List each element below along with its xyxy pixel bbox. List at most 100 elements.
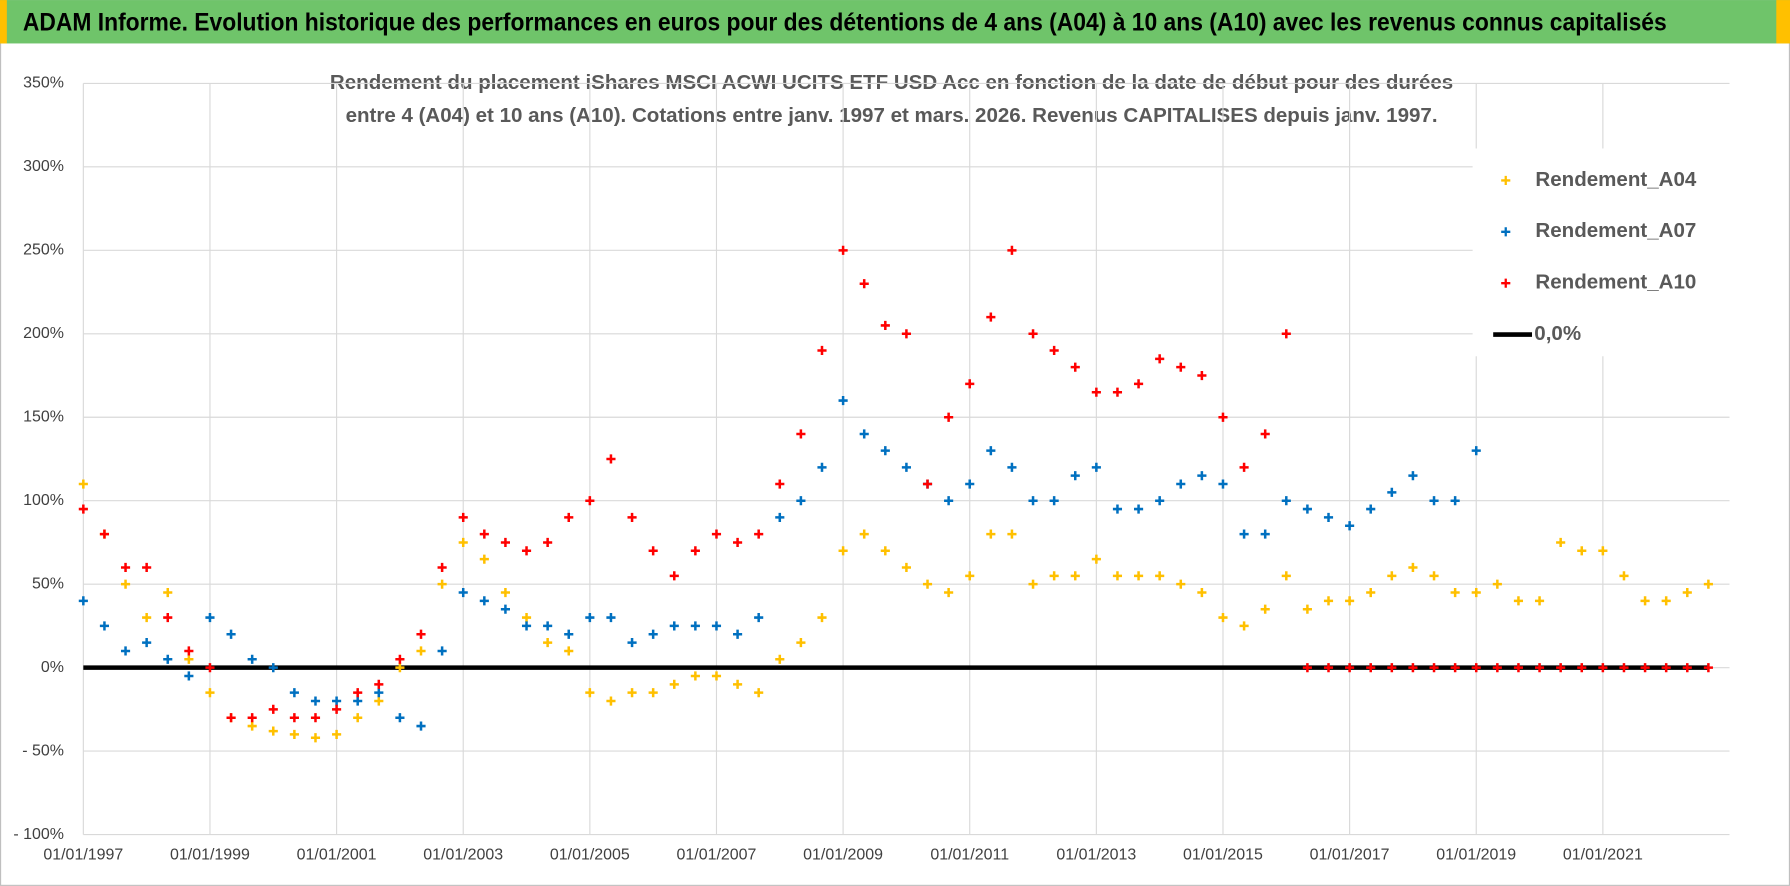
point xyxy=(1197,471,1207,481)
y-tick-label: 0% xyxy=(41,659,64,676)
header-accent xyxy=(1776,0,1790,44)
point xyxy=(711,671,722,681)
point xyxy=(332,696,342,706)
point xyxy=(458,587,468,598)
point xyxy=(1281,496,1291,506)
point xyxy=(99,529,110,539)
point xyxy=(310,713,321,723)
point xyxy=(226,629,236,639)
point xyxy=(733,537,743,548)
point xyxy=(268,704,278,714)
point xyxy=(1155,496,1165,506)
point xyxy=(1281,571,1291,581)
point xyxy=(1471,587,1481,598)
point xyxy=(163,612,173,623)
point xyxy=(1408,663,1418,673)
point xyxy=(1302,504,1312,514)
point xyxy=(500,587,510,598)
point xyxy=(543,638,553,648)
chart-title: Rendement du placement iShares MSCI ACWI… xyxy=(330,71,1453,94)
point xyxy=(395,654,405,664)
point xyxy=(754,529,764,539)
point xyxy=(78,504,88,514)
point xyxy=(1703,663,1713,673)
point xyxy=(1070,471,1080,481)
point xyxy=(1049,571,1059,581)
point xyxy=(944,496,954,506)
y-tick-label: 50% xyxy=(32,575,64,592)
point xyxy=(289,729,299,739)
point xyxy=(1218,479,1228,489)
point xyxy=(838,245,848,255)
legend-box xyxy=(1472,148,1730,357)
point xyxy=(1239,621,1249,631)
point xyxy=(1302,663,1312,673)
point xyxy=(1387,571,1397,581)
point xyxy=(1366,663,1376,673)
point xyxy=(817,462,827,472)
point xyxy=(500,537,510,548)
point xyxy=(775,654,785,664)
point xyxy=(1366,504,1376,514)
point xyxy=(1366,587,1376,598)
point xyxy=(479,554,489,564)
header-title: ADAM Informe. Evolution historique des p… xyxy=(23,9,1667,37)
point xyxy=(859,529,869,539)
point xyxy=(1450,587,1460,598)
x-tick-label: 01/01/2015 xyxy=(1183,846,1263,863)
x-tick-label: 01/01/2017 xyxy=(1310,846,1390,863)
y-tick-label: 200% xyxy=(23,325,64,342)
point xyxy=(1429,496,1439,506)
point xyxy=(99,621,110,631)
point xyxy=(374,688,384,698)
point xyxy=(606,696,616,706)
point xyxy=(1387,487,1397,497)
point xyxy=(1577,663,1587,673)
point xyxy=(733,679,743,689)
point xyxy=(922,479,933,489)
point xyxy=(205,612,215,623)
point xyxy=(627,512,637,522)
point xyxy=(627,688,637,698)
point xyxy=(1239,462,1249,472)
legend-label: Rendement_A07 xyxy=(1535,219,1696,242)
point xyxy=(817,345,827,356)
point xyxy=(775,479,785,489)
point xyxy=(1028,579,1038,589)
point xyxy=(1028,329,1038,339)
point xyxy=(564,629,574,639)
point xyxy=(859,279,869,289)
point xyxy=(564,512,574,522)
point xyxy=(944,587,954,598)
point xyxy=(690,671,700,681)
point xyxy=(437,646,447,656)
point xyxy=(669,621,679,631)
point xyxy=(543,621,553,631)
point xyxy=(1323,512,1334,522)
point xyxy=(1345,596,1355,606)
point xyxy=(1049,496,1059,506)
point xyxy=(1345,521,1355,531)
point xyxy=(1450,496,1460,506)
point xyxy=(1471,446,1481,456)
point xyxy=(1281,329,1291,339)
point xyxy=(1682,663,1692,673)
point xyxy=(585,496,595,506)
point xyxy=(944,412,954,422)
point xyxy=(965,379,975,389)
x-tick-label: 01/01/2021 xyxy=(1563,846,1643,863)
x-tick-label: 01/01/2005 xyxy=(550,846,630,863)
point xyxy=(901,462,911,472)
point xyxy=(1387,663,1397,673)
point xyxy=(1134,379,1144,389)
point xyxy=(458,512,468,522)
point xyxy=(1640,596,1650,606)
point xyxy=(247,721,257,731)
point xyxy=(1007,462,1017,472)
chart-title: entre 4 (A04) et 10 ans (A10). Cotations… xyxy=(346,104,1438,127)
point xyxy=(1534,663,1545,673)
point xyxy=(184,654,194,664)
point xyxy=(1471,663,1481,673)
point xyxy=(1323,596,1334,606)
point xyxy=(711,529,722,539)
